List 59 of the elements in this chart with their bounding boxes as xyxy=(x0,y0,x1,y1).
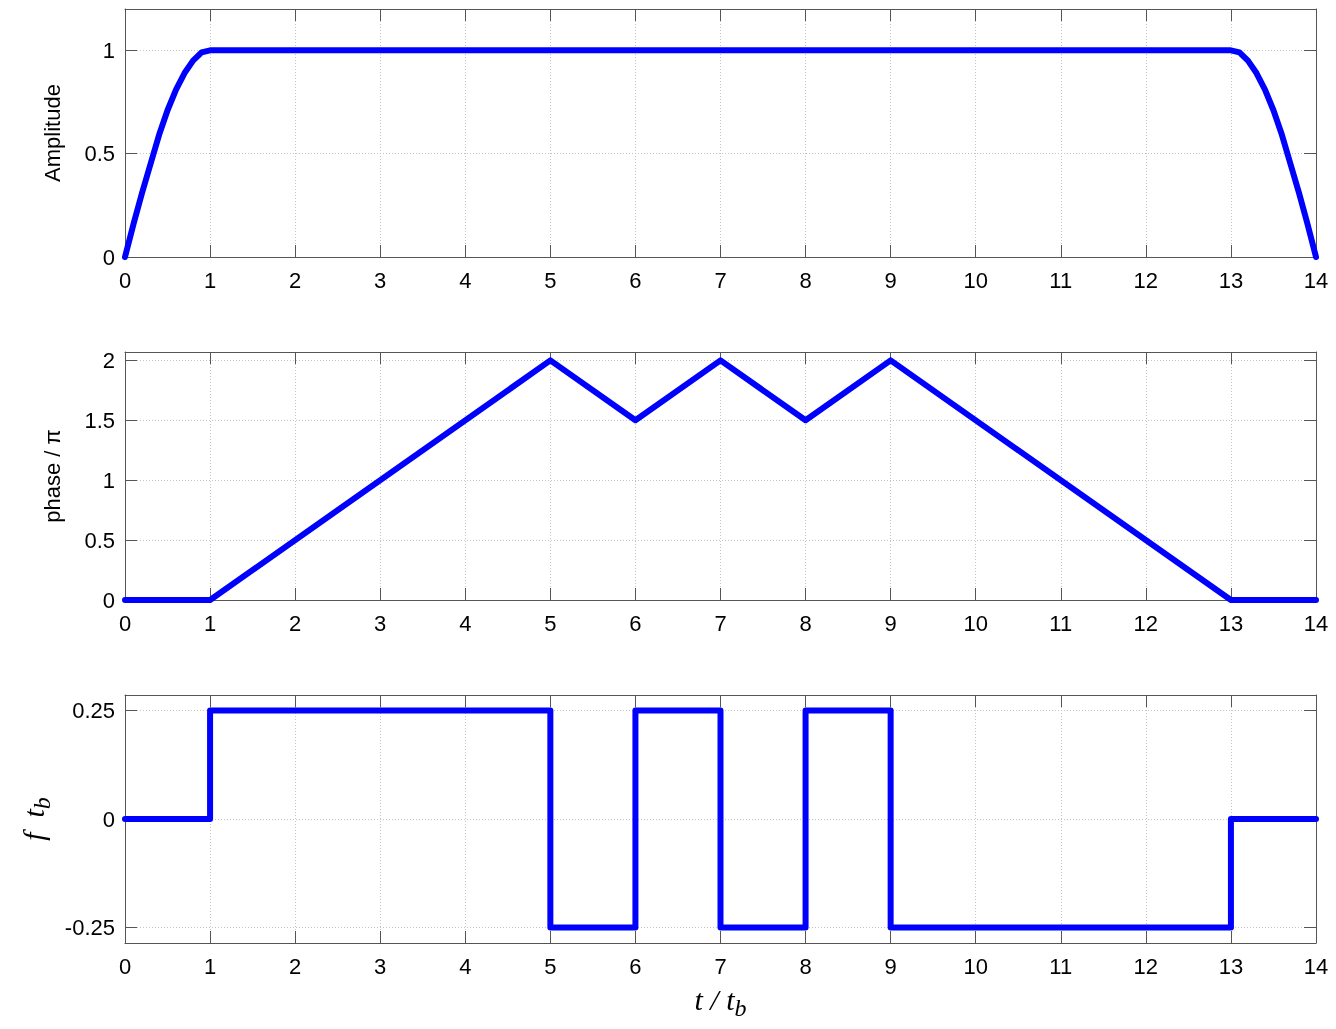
y-tick-label: 2 xyxy=(102,347,115,373)
x-tick-label: 2 xyxy=(289,267,302,293)
x-tick-label: 11 xyxy=(1049,610,1073,636)
x-tick-label: 13 xyxy=(1218,953,1244,979)
y-tick-label: 1 xyxy=(102,467,115,493)
x-tick-label: 7 xyxy=(714,267,727,293)
x-tick-label: 8 xyxy=(799,267,812,293)
x-tick-label: 9 xyxy=(884,953,897,979)
x-tick-label: 4 xyxy=(459,610,472,636)
x-tick-label: 10 xyxy=(963,610,988,636)
y-tick-label: 1.5 xyxy=(84,407,115,433)
x-tick-label: 3 xyxy=(374,610,387,636)
x-tick-label: 6 xyxy=(629,267,642,293)
x-tick-label: 11 xyxy=(1049,953,1073,979)
x-tick-label: 14 xyxy=(1303,267,1329,293)
x-tick-label: 4 xyxy=(459,267,472,293)
x-tick-label: 13 xyxy=(1218,267,1244,293)
x-tick-label: 7 xyxy=(714,610,727,636)
x-tick-label: 1 xyxy=(203,267,217,293)
x-tick-label: 3 xyxy=(374,953,387,979)
y-tick-label: 0.25 xyxy=(72,698,115,724)
x-tick-label: 2 xyxy=(289,953,302,979)
x-tick-label: 5 xyxy=(544,953,557,979)
x-tick-label: 12 xyxy=(1133,267,1159,293)
x-tick-label: 0 xyxy=(118,267,132,293)
x-tick-label: 2 xyxy=(289,610,302,636)
x-tick-label: 7 xyxy=(714,953,727,979)
x-tick-label: 8 xyxy=(799,610,812,636)
x-tick-label: 0 xyxy=(118,610,132,636)
x-tick-label: 11 xyxy=(1049,267,1073,293)
y-axis-title: phase / π xyxy=(39,429,65,523)
x-tick-label: 9 xyxy=(884,610,897,636)
x-tick-label: 8 xyxy=(799,953,812,979)
y-tick-label: 0.5 xyxy=(84,527,115,553)
x-tick-label: 5 xyxy=(544,267,557,293)
x-tick-label: 10 xyxy=(963,267,988,293)
x-tick-label: 1 xyxy=(203,953,217,979)
y-tick-label: 0 xyxy=(102,587,115,613)
x-tick-label: 9 xyxy=(884,267,897,293)
y-tick-label: 0 xyxy=(102,806,115,832)
x-tick-label: 0 xyxy=(118,953,132,979)
x-tick-label: 12 xyxy=(1133,610,1159,636)
x-tick-label: 14 xyxy=(1303,953,1329,979)
x-tick-label: 3 xyxy=(374,267,387,293)
x-tick-label: 6 xyxy=(629,610,642,636)
x-tick-label: 1 xyxy=(203,610,217,636)
y-tick-label: 0.5 xyxy=(84,141,115,167)
x-tick-label: 4 xyxy=(459,953,472,979)
y-tick-label: -0.25 xyxy=(64,914,115,940)
x-tick-label: 12 xyxy=(1133,953,1159,979)
x-tick-label: 6 xyxy=(629,953,642,979)
y-tick-label: 1 xyxy=(102,37,115,63)
x-tick-label: 10 xyxy=(963,953,988,979)
y-axis-title: f tb xyxy=(16,797,55,841)
x-tick-label: 5 xyxy=(544,610,557,636)
y-tick-label: 0 xyxy=(102,244,115,270)
x-tick-label: 14 xyxy=(1303,610,1329,636)
x-tick-label: 13 xyxy=(1218,610,1244,636)
y-axis-title: Amplitude xyxy=(39,84,65,182)
